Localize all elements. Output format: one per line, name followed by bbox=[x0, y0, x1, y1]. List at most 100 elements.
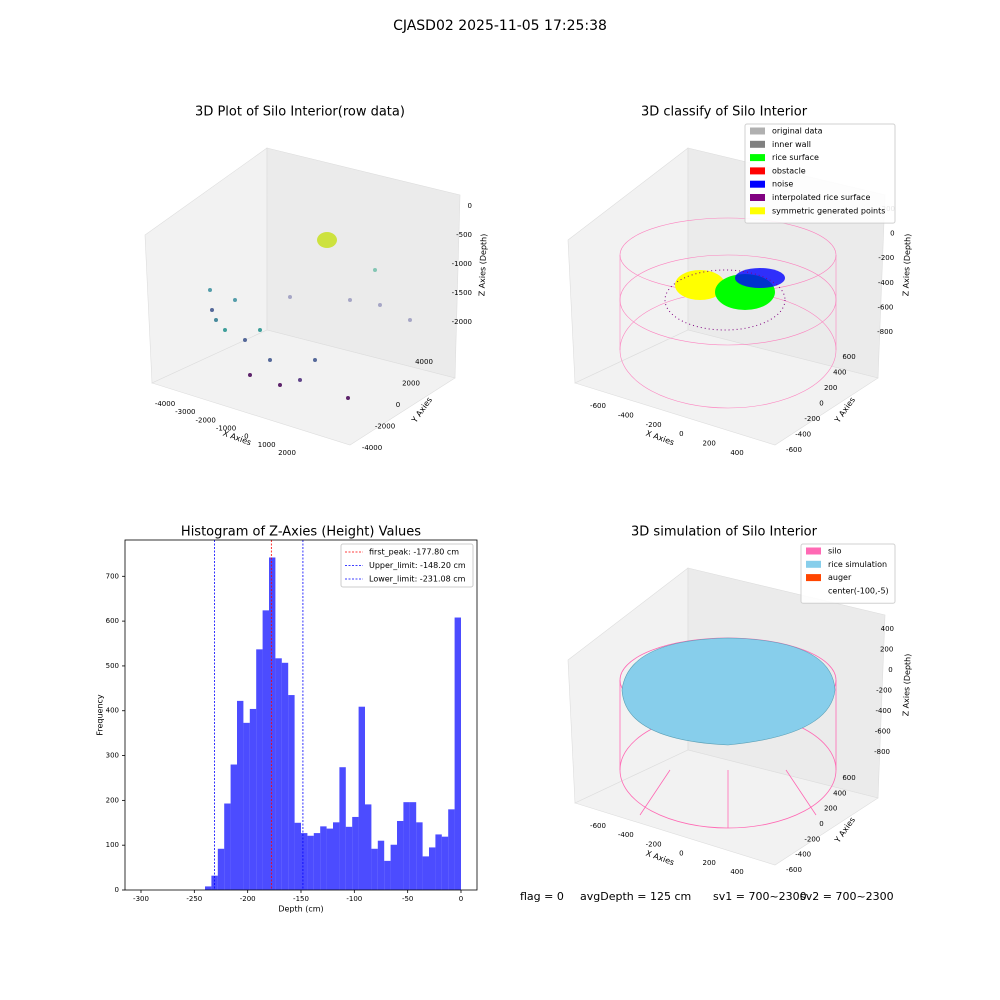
legend-label: first_peak: -177.80 cm bbox=[369, 548, 459, 557]
status-text: flag = 0 bbox=[520, 890, 564, 903]
bar bbox=[217, 848, 225, 890]
y-tick-label: 600 bbox=[106, 617, 119, 625]
bar bbox=[345, 826, 353, 890]
y-tick-label: 0 bbox=[819, 820, 823, 828]
x-axis-label: X Axies bbox=[222, 429, 253, 448]
bar bbox=[275, 658, 282, 890]
y-tick-label: 4000 bbox=[415, 358, 433, 366]
x-tick-label: -250 bbox=[186, 895, 202, 903]
legend-swatch bbox=[750, 194, 765, 201]
bar bbox=[403, 802, 410, 890]
legend-label: obstacle bbox=[772, 166, 806, 175]
status-text: avgDepth = 125 cm bbox=[580, 890, 691, 903]
x-tick-label: -200 bbox=[240, 895, 256, 903]
y-tick-label: -400 bbox=[795, 431, 811, 439]
z-axis-label: Z Axies (Depth) bbox=[901, 234, 912, 297]
bar bbox=[429, 847, 436, 890]
figure-title: CJASD02 2025-11-05 17:25:38 bbox=[393, 18, 607, 34]
x-tick-label: -300 bbox=[133, 895, 149, 903]
z-tick-label: -1000 bbox=[452, 260, 472, 268]
y-tick-label: 2000 bbox=[402, 380, 420, 388]
y-tick-label: 300 bbox=[106, 752, 119, 760]
chart-title: 3D classify of Silo Interior bbox=[641, 105, 808, 120]
x-tick-label: -200 bbox=[646, 421, 662, 429]
x-tick-label: -2000 bbox=[195, 416, 215, 424]
cloud-2 bbox=[664, 268, 786, 331]
status-text: sv2 = 700~2300 bbox=[800, 890, 894, 903]
z-tick-label: 0 bbox=[890, 230, 894, 238]
y-tick-label: 400 bbox=[833, 369, 846, 377]
bar bbox=[326, 828, 333, 890]
y-tick-label: -600 bbox=[786, 446, 802, 454]
rice-surface-4 bbox=[621, 637, 836, 746]
legend-box bbox=[800, 543, 896, 604]
x-tick-label: -600 bbox=[590, 822, 606, 830]
z-tick-label: -1500 bbox=[452, 289, 472, 297]
x-tick-label: 0 bbox=[679, 430, 683, 438]
x-tick-label: -600 bbox=[590, 402, 606, 410]
legend-label: Lower_limit: -231.08 cm bbox=[369, 575, 466, 584]
legend-swatch bbox=[750, 207, 765, 215]
x-tick-label: -4000 bbox=[155, 400, 175, 408]
legend-swatch bbox=[750, 127, 765, 135]
status-text: sv1 = 700~2300 bbox=[713, 890, 807, 903]
x-tick-label: 200 bbox=[703, 440, 716, 448]
y-tick-label: 600 bbox=[842, 353, 855, 361]
legend-swatch bbox=[750, 167, 765, 175]
x-tick-label: 400 bbox=[730, 868, 743, 876]
bar bbox=[377, 840, 385, 890]
y-tick-label: 400 bbox=[106, 707, 119, 715]
z-tick-label: 200 bbox=[880, 646, 893, 654]
z-tick-label: -800 bbox=[874, 748, 890, 756]
z-tick-label: -2000 bbox=[452, 318, 472, 326]
legend-label: noise bbox=[772, 180, 793, 189]
y-tick-label: 600 bbox=[842, 774, 855, 782]
bar bbox=[211, 875, 218, 890]
chart-title: Histogram of Z-Axies (Height) Values bbox=[181, 525, 421, 540]
y-tick-label: 700 bbox=[106, 572, 119, 580]
bar bbox=[390, 844, 397, 890]
legend-box bbox=[744, 123, 896, 224]
bar bbox=[358, 706, 365, 890]
x-tick-label: -1000 bbox=[216, 425, 236, 433]
z-tick-label: -600 bbox=[878, 303, 894, 311]
bar bbox=[422, 856, 429, 890]
y-tick-label: 200 bbox=[106, 796, 119, 804]
z-tick-label: -400 bbox=[875, 707, 891, 715]
y-tick-label: 200 bbox=[824, 384, 837, 392]
x-tick-label: 0 bbox=[244, 433, 248, 441]
legend-label: Upper_limit: -148.20 cm bbox=[369, 561, 466, 570]
legend-swatch bbox=[806, 547, 821, 555]
x-tick-label: 0 bbox=[679, 850, 683, 858]
bar bbox=[365, 804, 372, 890]
y-tick-label: 0 bbox=[115, 886, 119, 894]
x-tick-label: -150 bbox=[293, 895, 309, 903]
z-tick-label: -600 bbox=[875, 728, 891, 736]
y-tick-label: -600 bbox=[786, 866, 802, 874]
z-tick-label: -500 bbox=[456, 231, 472, 239]
y-tick-label: 200 bbox=[824, 805, 837, 813]
y-tick-label: 400 bbox=[833, 789, 846, 797]
bar bbox=[230, 764, 237, 890]
x-tick-label: -50 bbox=[402, 895, 413, 903]
bar bbox=[397, 820, 404, 890]
x-tick-label: 2000 bbox=[278, 449, 296, 457]
bar bbox=[269, 557, 276, 890]
bar bbox=[454, 617, 461, 890]
bar bbox=[384, 860, 391, 890]
x-tick-label: -3000 bbox=[175, 408, 195, 416]
bar bbox=[339, 767, 346, 890]
bar bbox=[416, 822, 423, 890]
bar bbox=[249, 708, 257, 890]
legend-label: original data bbox=[772, 127, 823, 136]
bar bbox=[262, 610, 269, 890]
panes-1 bbox=[144, 147, 461, 446]
y-tick-label: 0 bbox=[396, 401, 400, 409]
z-axis-label: Z Axies (Depth) bbox=[477, 234, 488, 297]
bar bbox=[237, 700, 244, 890]
legend-swatch bbox=[806, 574, 821, 582]
z-tick-label: 400 bbox=[881, 625, 894, 633]
bar bbox=[441, 836, 449, 890]
bar bbox=[320, 826, 327, 890]
legend-swatch bbox=[750, 180, 765, 188]
